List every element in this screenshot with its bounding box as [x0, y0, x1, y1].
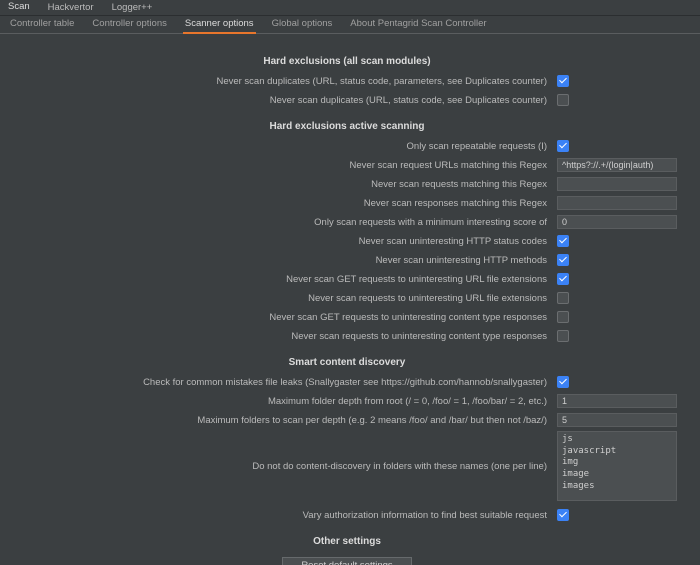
- label-regex-resp: Never scan responses matching this Regex: [12, 198, 557, 209]
- input-max-folders[interactable]: [557, 413, 677, 427]
- label-regex-req: Never scan requests matching this Regex: [12, 179, 557, 190]
- section-other: Other settings: [12, 526, 682, 553]
- topbar-item[interactable]: Logger++: [112, 2, 153, 13]
- checkbox-get-ext[interactable]: [557, 273, 569, 285]
- sub-tab[interactable]: Controller options: [90, 18, 168, 34]
- checkbox-dup1[interactable]: [557, 75, 569, 87]
- sub-tab[interactable]: About Pentagrid Scan Controller: [348, 18, 488, 34]
- checkbox-http-status[interactable]: [557, 235, 569, 247]
- input-regex-url[interactable]: [557, 158, 677, 172]
- checkbox-get-ct[interactable]: [557, 311, 569, 323]
- input-regex-resp[interactable]: [557, 196, 677, 210]
- label-http-methods: Never scan uninteresting HTTP methods: [12, 255, 557, 266]
- checkbox-repeatable[interactable]: [557, 140, 569, 152]
- label-max-folders: Maximum folders to scan per depth (e.g. …: [12, 415, 557, 426]
- input-regex-req[interactable]: [557, 177, 677, 191]
- topbar-item[interactable]: Hackvertor: [48, 2, 94, 13]
- sub-tab[interactable]: Global options: [270, 18, 335, 34]
- label-regex-url: Never scan request URLs matching this Re…: [12, 160, 557, 171]
- label-exclude-folders: Do not do content-discovery in folders w…: [12, 461, 557, 472]
- section-smart: Smart content discovery: [12, 347, 682, 374]
- checkbox-req-ct[interactable]: [557, 330, 569, 342]
- label-snally: Check for common mistakes file leaks (Sn…: [12, 377, 557, 388]
- input-min-score[interactable]: [557, 215, 677, 229]
- scanner-options-panel: Hard exclusions (all scan modules) Never…: [0, 34, 700, 565]
- label-get-ext: Never scan GET requests to uninteresting…: [12, 274, 557, 285]
- label-min-score: Only scan requests with a minimum intere…: [12, 217, 557, 228]
- sub-tab[interactable]: Controller table: [8, 18, 76, 34]
- label-http-status: Never scan uninteresting HTTP status cod…: [12, 236, 557, 247]
- checkbox-dup2[interactable]: [557, 94, 569, 106]
- checkbox-req-ext[interactable]: [557, 292, 569, 304]
- label-req-ext: Never scan requests to uninteresting URL…: [12, 293, 557, 304]
- label-vary-auth: Vary authorization information to find b…: [12, 510, 557, 521]
- checkbox-vary-auth[interactable]: [557, 509, 569, 521]
- top-menu: Scan Hackvertor Logger++: [0, 0, 700, 16]
- topbar-item[interactable]: Scan: [8, 1, 30, 14]
- section-hard-all: Hard exclusions (all scan modules): [12, 46, 682, 73]
- sub-tab[interactable]: Scanner options: [183, 18, 256, 34]
- reset-button[interactable]: Reset default settings: [282, 557, 412, 565]
- textarea-exclude-folders[interactable]: [557, 431, 677, 501]
- label-max-depth: Maximum folder depth from root (/ = 0, /…: [12, 396, 557, 407]
- section-hard-active: Hard exclusions active scanning: [12, 111, 682, 138]
- checkbox-snally[interactable]: [557, 376, 569, 388]
- label-dup2: Never scan duplicates (URL, status code,…: [12, 95, 557, 106]
- input-max-depth[interactable]: [557, 394, 677, 408]
- label-req-ct: Never scan requests to uninteresting con…: [12, 331, 557, 342]
- checkbox-http-methods[interactable]: [557, 254, 569, 266]
- label-repeatable: Only scan repeatable requests (I): [12, 141, 557, 152]
- sub-tabs: Controller table Controller options Scanne…: [0, 16, 700, 34]
- label-get-ct: Never scan GET requests to uninteresting…: [12, 312, 557, 323]
- label-dup1: Never scan duplicates (URL, status code,…: [12, 76, 557, 87]
